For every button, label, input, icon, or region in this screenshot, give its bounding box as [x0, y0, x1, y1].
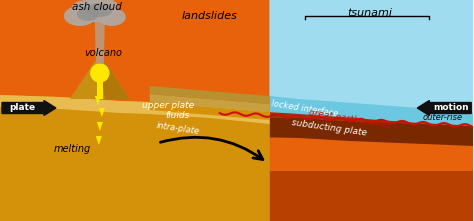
Polygon shape [99, 108, 105, 117]
FancyArrow shape [417, 101, 471, 116]
Text: subducting plate: subducting plate [292, 118, 368, 138]
Polygon shape [70, 61, 130, 99]
Polygon shape [0, 95, 270, 124]
Polygon shape [270, 0, 473, 126]
Polygon shape [0, 171, 473, 221]
Polygon shape [100, 61, 130, 99]
Polygon shape [95, 96, 101, 105]
Text: outer-rise: outer-rise [422, 114, 462, 122]
Text: plate: plate [9, 103, 35, 112]
Text: volcano: volcano [84, 48, 122, 58]
Text: fluids: fluids [165, 112, 190, 120]
Polygon shape [0, 0, 270, 221]
Ellipse shape [86, 0, 118, 14]
Ellipse shape [87, 3, 113, 17]
Text: upper plate: upper plate [142, 101, 194, 109]
Text: locked interface: locked interface [271, 99, 338, 119]
Polygon shape [0, 106, 473, 126]
Polygon shape [150, 94, 270, 112]
Polygon shape [96, 136, 102, 145]
Text: tsunami: tsunami [347, 8, 392, 18]
Polygon shape [0, 111, 473, 146]
Text: motion: motion [433, 103, 469, 112]
FancyArrow shape [2, 101, 56, 116]
Polygon shape [150, 86, 270, 104]
Text: intra-plate: intra-plate [155, 122, 200, 137]
Polygon shape [97, 122, 103, 131]
Polygon shape [150, 102, 270, 120]
Ellipse shape [72, 0, 102, 16]
Polygon shape [97, 82, 103, 99]
Text: ash cloud: ash cloud [72, 2, 122, 12]
Ellipse shape [77, 7, 99, 21]
Text: melting: melting [53, 144, 91, 154]
Polygon shape [95, 21, 105, 64]
Polygon shape [0, 95, 270, 221]
Ellipse shape [64, 6, 96, 26]
Ellipse shape [98, 8, 126, 26]
Ellipse shape [75, 0, 115, 22]
Text: landslides: landslides [182, 11, 237, 21]
Text: great earthquakes: great earthquakes [308, 108, 392, 130]
Polygon shape [270, 0, 473, 112]
Circle shape [91, 64, 109, 82]
